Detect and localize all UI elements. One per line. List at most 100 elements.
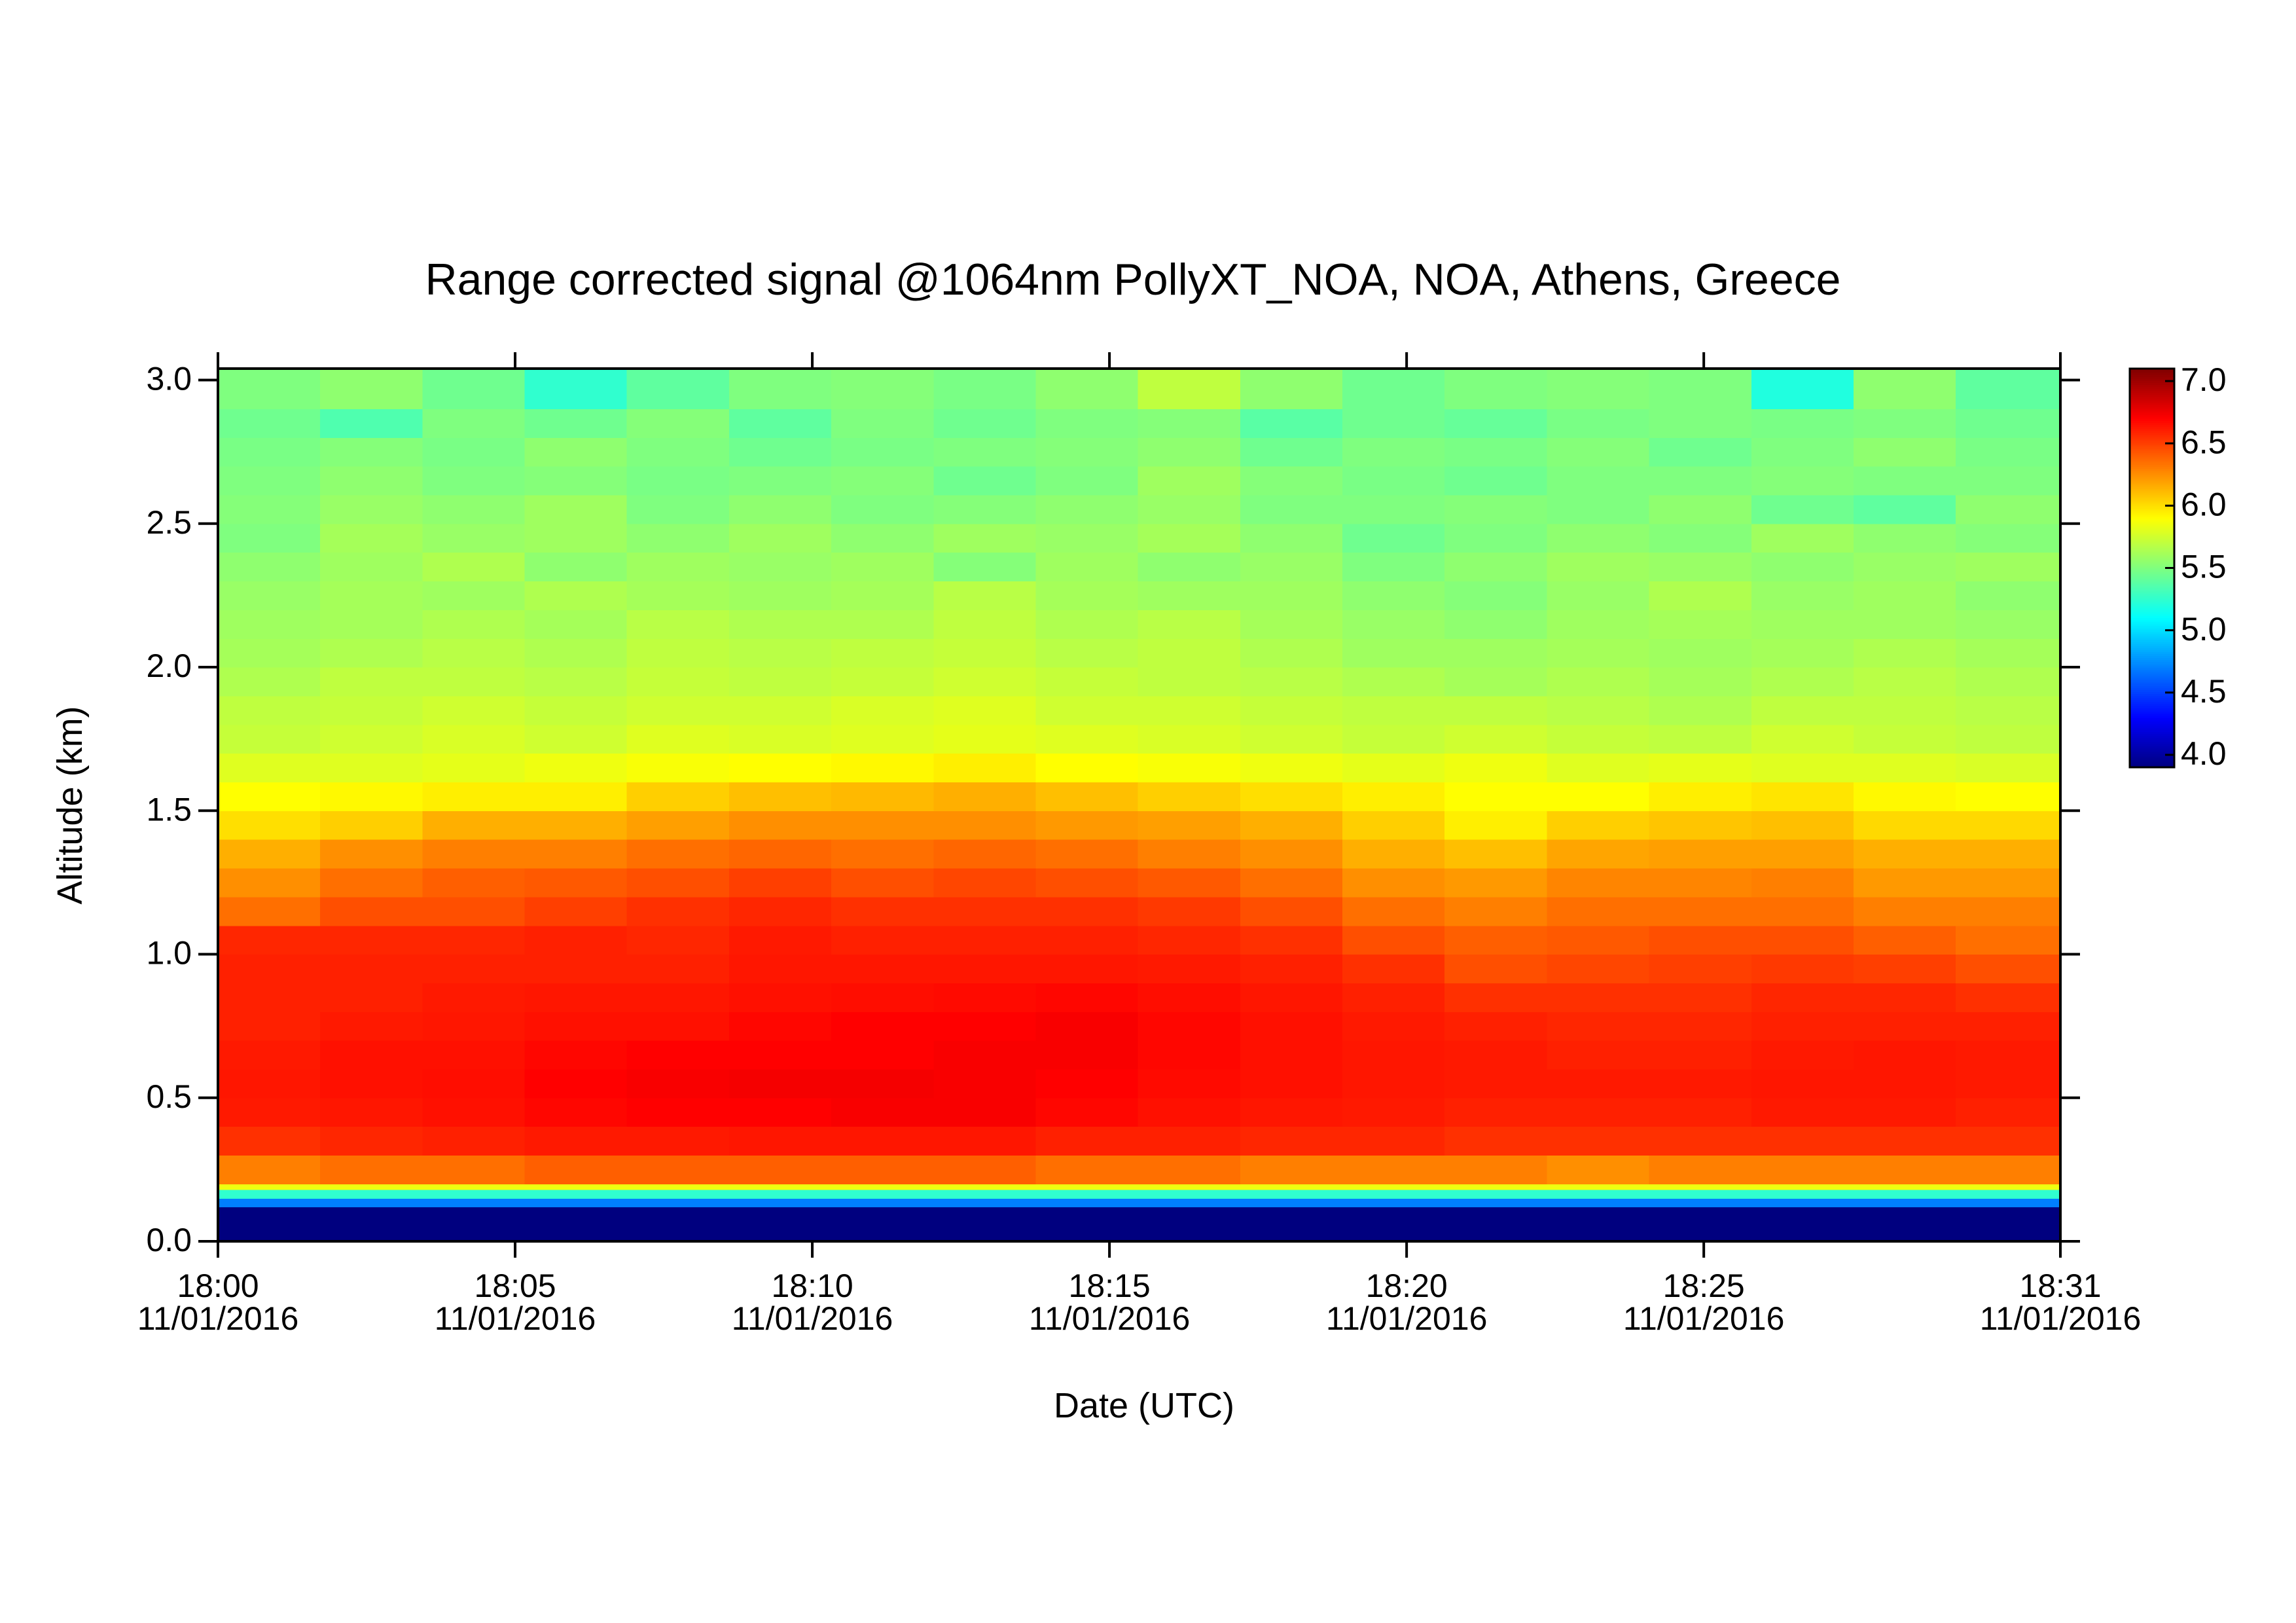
colorbar-step <box>2130 480 2174 483</box>
heatmap-cell <box>1035 466 1139 496</box>
heatmap-cell <box>728 1207 832 1242</box>
heatmap-cell <box>1853 1068 1956 1099</box>
colorbar-step <box>2130 373 2174 375</box>
heatmap-cell <box>1138 1190 1241 1199</box>
colorbar-step <box>2130 454 2174 457</box>
x-tick-label: 18:15 11/01/2016 <box>1029 1267 1191 1337</box>
heatmap-cell <box>1035 667 1139 697</box>
heatmap-cell <box>1956 1207 2061 1242</box>
heatmap-cell <box>1444 409 1548 438</box>
colorbar-step <box>2130 699 2174 702</box>
heatmap-cell <box>1649 523 1752 553</box>
heatmap-cell <box>933 753 1037 783</box>
heatmap-cell <box>1649 552 1752 582</box>
colorbar-step <box>2130 446 2174 449</box>
colorbar-step <box>2130 753 2174 756</box>
heatmap-cell <box>728 925 832 955</box>
heatmap-cell <box>728 896 832 926</box>
heatmap-cell <box>728 1097 832 1127</box>
heatmap-cell <box>1649 581 1752 610</box>
colorbar-step <box>2130 737 2174 740</box>
heatmap-cell <box>1444 523 1548 553</box>
heatmap-cell <box>933 954 1037 983</box>
heatmap-cell <box>422 369 526 409</box>
heatmap-cell <box>1751 839 1854 869</box>
heatmap-cell <box>1240 1097 1343 1127</box>
colorbar-step <box>2130 735 2174 738</box>
heatmap-cell <box>1649 437 1752 467</box>
heatmap-cell <box>728 811 832 840</box>
heatmap-cell <box>1444 1155 1548 1184</box>
heatmap-cell <box>1853 867 1956 898</box>
heatmap-cell <box>218 724 321 754</box>
heatmap-cell <box>1649 1155 1752 1184</box>
heatmap-cell <box>1342 1040 1445 1070</box>
heatmap-cell <box>218 409 321 438</box>
heatmap-cell <box>320 494 423 524</box>
heatmap-cell <box>626 811 730 840</box>
colorbar-step <box>2130 560 2174 562</box>
heatmap-cell <box>218 1184 321 1190</box>
colorbar-step <box>2130 669 2174 672</box>
heatmap-cell <box>218 811 321 840</box>
heatmap-cell <box>1649 1012 1752 1041</box>
colorbar-step <box>2130 394 2174 397</box>
heatmap-cell <box>1240 782 1343 811</box>
heatmap-cell <box>1240 1012 1343 1041</box>
heatmap-cell <box>1035 1068 1139 1099</box>
colorbar-step <box>2130 440 2174 443</box>
heatmap-cell <box>831 1097 934 1127</box>
heatmap-cell <box>933 523 1037 553</box>
y-tick-label: 0.5 <box>146 1078 192 1115</box>
heatmap-cell <box>524 753 628 783</box>
heatmap-cell <box>1547 1012 1650 1041</box>
heatmap-cell <box>1956 494 2061 524</box>
colorbar-step <box>2130 546 2174 549</box>
heatmap-cell <box>1751 954 1854 983</box>
heatmap-cell <box>1547 1126 1650 1156</box>
heatmap-cell <box>422 523 526 553</box>
heatmap-cell <box>1649 1184 1752 1190</box>
heatmap-cell <box>1138 610 1241 639</box>
colorbar-step <box>2130 460 2174 463</box>
heatmap-cell <box>933 466 1037 496</box>
heatmap-cell <box>1547 437 1650 467</box>
heatmap-cell <box>1751 782 1854 811</box>
heatmap-cell <box>1240 1155 1343 1184</box>
heatmap-cell <box>1138 523 1241 553</box>
heatmap-cell <box>218 667 321 697</box>
heatmap-cell <box>933 552 1037 582</box>
colorbar-step <box>2130 606 2174 608</box>
heatmap-cell <box>1342 466 1445 496</box>
colorbar-step <box>2130 418 2174 421</box>
colorbar-step <box>2130 466 2174 469</box>
heatmap-cell <box>1138 369 1241 409</box>
heatmap-cell <box>1547 1040 1650 1070</box>
colorbar-step <box>2130 577 2174 581</box>
heatmap-cell <box>1240 581 1343 610</box>
heatmap-cell <box>524 811 628 840</box>
heatmap-cell <box>831 409 934 438</box>
heatmap-cell <box>1853 724 1956 754</box>
colorbar-step <box>2130 745 2174 748</box>
heatmap-cell <box>422 724 526 754</box>
colorbar-step <box>2130 663 2174 666</box>
heatmap-cell <box>524 695 628 725</box>
heatmap-cell <box>728 1068 832 1099</box>
heatmap-cell <box>1751 1198 1854 1207</box>
heatmap-cell <box>1138 466 1241 496</box>
heatmap-cell <box>1853 1198 1956 1207</box>
heatmap-cell <box>524 638 628 668</box>
colorbar-step <box>2130 697 2174 701</box>
colorbar-step <box>2130 659 2174 663</box>
heatmap-cell <box>1547 695 1650 725</box>
colorbar-step <box>2130 468 2174 471</box>
heatmap-cell <box>1751 552 1854 582</box>
colorbar-step <box>2130 581 2174 585</box>
heatmap-cell <box>320 523 423 553</box>
heatmap-cell <box>933 1207 1037 1242</box>
heatmap-cell <box>1240 610 1343 639</box>
heatmap-cell <box>1342 581 1445 610</box>
colorbar-step <box>2130 759 2174 762</box>
heatmap-cell <box>1444 925 1548 955</box>
